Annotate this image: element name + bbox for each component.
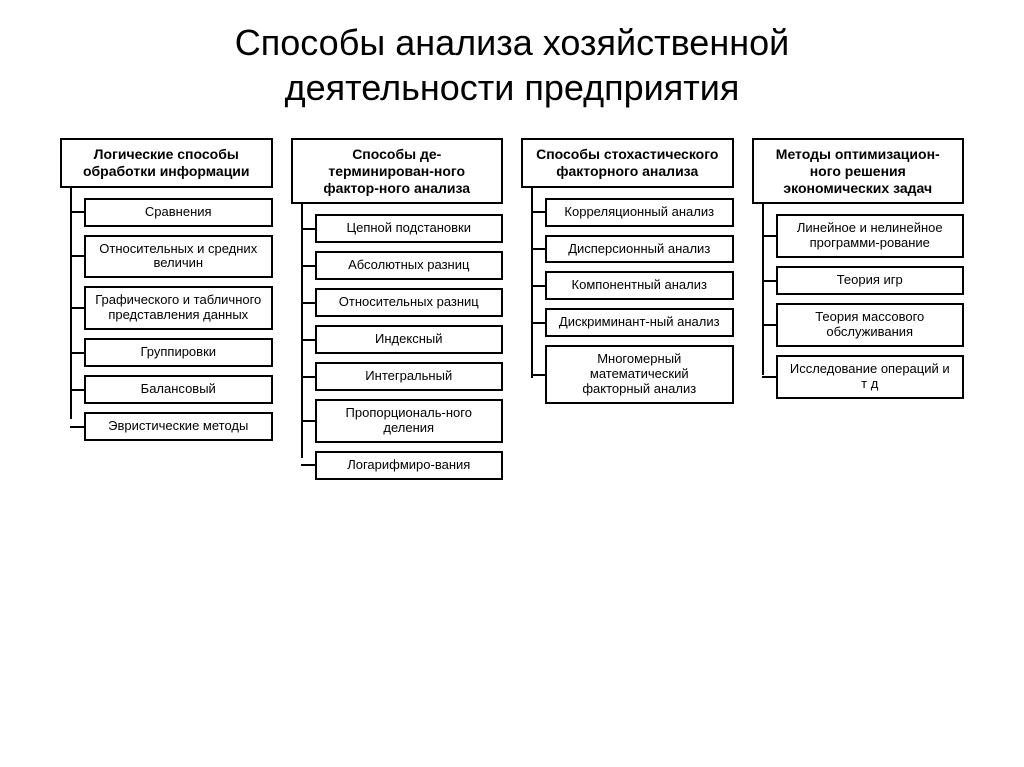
connector bbox=[531, 248, 545, 250]
connector bbox=[70, 255, 84, 257]
item-row: Линейное и нелинейное программи-рование bbox=[752, 214, 965, 258]
item-box: Относительных и средних величин bbox=[84, 235, 273, 279]
connector bbox=[762, 324, 776, 326]
item-row: Абсолютных разниц bbox=[291, 251, 504, 280]
connector bbox=[531, 211, 545, 213]
item-row: Теория массового обслуживания bbox=[752, 303, 965, 347]
item-box: Теория игр bbox=[776, 266, 965, 295]
item-box: Относительных разниц bbox=[315, 288, 504, 317]
item-row: Компонентный анализ bbox=[521, 271, 734, 300]
connector bbox=[70, 307, 84, 309]
item-box: Дисперсионный анализ bbox=[545, 235, 734, 264]
connector bbox=[301, 265, 315, 267]
items-wrap: Сравнения Относительных и средних величи… bbox=[60, 198, 273, 450]
item-box: Дискриминант-ный анализ bbox=[545, 308, 734, 337]
connector bbox=[301, 228, 315, 230]
column-deterministic: Способы де-терминирован-ного фактор-ного… bbox=[291, 138, 504, 488]
item-row: Относительных и средних величин bbox=[60, 235, 273, 279]
connector bbox=[301, 420, 315, 422]
item-box: Теория массового обслуживания bbox=[776, 303, 965, 347]
item-row: Теория игр bbox=[752, 266, 965, 295]
column-stochastic: Способы стохастического факторного анали… bbox=[521, 138, 734, 488]
item-row: Группировки bbox=[60, 338, 273, 367]
item-box: Интегральный bbox=[315, 362, 504, 391]
item-row: Корреляционный анализ bbox=[521, 198, 734, 227]
item-row: Сравнения bbox=[60, 198, 273, 227]
item-box: Линейное и нелинейное программи-рование bbox=[776, 214, 965, 258]
connector bbox=[531, 322, 545, 324]
item-box: Группировки bbox=[84, 338, 273, 367]
connector bbox=[301, 376, 315, 378]
item-box: Эвристические методы bbox=[84, 412, 273, 441]
item-box: Графического и табличного представления … bbox=[84, 286, 273, 330]
item-box: Многомерный математический факторный ана… bbox=[545, 345, 734, 404]
item-row: Эвристические методы bbox=[60, 412, 273, 441]
item-row: Логарифмиро-вания bbox=[291, 451, 504, 480]
connector bbox=[762, 376, 776, 378]
connector bbox=[301, 302, 315, 304]
item-row: Интегральный bbox=[291, 362, 504, 391]
column-header: Логические способы обработки информации bbox=[60, 138, 273, 188]
item-row: Относительных разниц bbox=[291, 288, 504, 317]
column-header: Способы стохастического факторного анали… bbox=[521, 138, 734, 188]
item-row: Цепной подстановки bbox=[291, 214, 504, 243]
item-box: Абсолютных разниц bbox=[315, 251, 504, 280]
item-row: Дискриминант-ный анализ bbox=[521, 308, 734, 337]
connector bbox=[70, 426, 84, 428]
item-row: Многомерный математический факторный ана… bbox=[521, 345, 734, 404]
page-title: Способы анализа хозяйственной деятельнос… bbox=[40, 20, 984, 110]
column-header: Способы де-терминирован-ного фактор-ного… bbox=[291, 138, 504, 204]
item-row: Дисперсионный анализ bbox=[521, 235, 734, 264]
item-row: Пропорциональ-ного деления bbox=[291, 399, 504, 443]
items-wrap: Цепной подстановки Абсолютных разниц Отн… bbox=[291, 214, 504, 488]
item-box: Исследование операций и т д bbox=[776, 355, 965, 399]
connector bbox=[531, 285, 545, 287]
connector bbox=[70, 352, 84, 354]
diagram-container: Логические способы обработки информации … bbox=[40, 138, 984, 488]
connector bbox=[70, 389, 84, 391]
column-header: Методы оптимизацион-ного решения экономи… bbox=[752, 138, 965, 204]
items-wrap: Корреляционный анализ Дисперсионный анал… bbox=[521, 198, 734, 413]
item-box: Индексный bbox=[315, 325, 504, 354]
item-box: Пропорциональ-ного деления bbox=[315, 399, 504, 443]
item-box: Сравнения bbox=[84, 198, 273, 227]
item-row: Балансовый bbox=[60, 375, 273, 404]
connector bbox=[301, 464, 315, 466]
connector bbox=[762, 280, 776, 282]
title-line-1: Способы анализа хозяйственной bbox=[235, 22, 789, 63]
connector bbox=[70, 211, 84, 213]
item-box: Балансовый bbox=[84, 375, 273, 404]
column-optimization: Методы оптимизацион-ного решения экономи… bbox=[752, 138, 965, 488]
item-row: Индексный bbox=[291, 325, 504, 354]
title-line-2: деятельности предприятия bbox=[285, 67, 740, 108]
item-row: Графического и табличного представления … bbox=[60, 286, 273, 330]
connector bbox=[531, 374, 545, 376]
connector bbox=[301, 339, 315, 341]
item-box: Логарифмиро-вания bbox=[315, 451, 504, 480]
items-wrap: Линейное и нелинейное программи-рование … bbox=[752, 214, 965, 407]
item-box: Корреляционный анализ bbox=[545, 198, 734, 227]
item-box: Цепной подстановки bbox=[315, 214, 504, 243]
item-row: Исследование операций и т д bbox=[752, 355, 965, 399]
column-logical: Логические способы обработки информации … bbox=[60, 138, 273, 488]
item-box: Компонентный анализ bbox=[545, 271, 734, 300]
connector bbox=[762, 235, 776, 237]
